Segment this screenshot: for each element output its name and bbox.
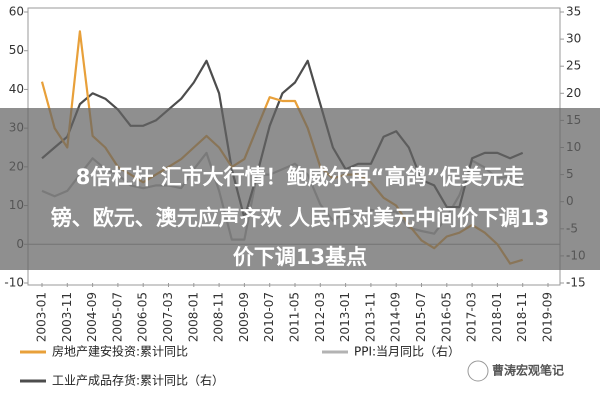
legend-label: 房地产建安投资:累计同比	[52, 344, 188, 359]
y-tick-label: 60	[9, 5, 24, 19]
y2-tick-label: 35	[566, 5, 581, 19]
x-tick-label: 2007-03	[161, 292, 175, 342]
y-tick-label: 50	[9, 43, 24, 57]
x-tick-label: 2014-09	[389, 292, 403, 342]
x-tick-label: 2005-07	[110, 292, 124, 342]
x-tick-label: 2010-07	[262, 292, 276, 342]
x-tick-label: 2003-01	[35, 292, 49, 342]
watermark-icon	[467, 360, 489, 382]
y2-tick-label: -15	[566, 276, 586, 290]
y-tick-label: -10	[4, 276, 24, 290]
x-tick-label: 2016-05	[439, 292, 453, 342]
x-tick-label: 2018-01	[490, 292, 504, 342]
x-tick-label: 2018-11	[515, 292, 529, 342]
x-tick-label: 2008-11	[212, 292, 226, 342]
y2-tick-label: 25	[566, 59, 581, 73]
x-tick-label: 2011-05	[288, 292, 302, 342]
y-tick-label: 40	[9, 82, 24, 96]
x-tick-label: 2017-03	[465, 292, 479, 342]
x-tick-label: 2013-01	[338, 292, 352, 342]
x-tick-label: 2019-09	[541, 292, 555, 342]
y2-tick-label: 20	[566, 86, 581, 100]
x-tick-label: 2013-11	[363, 292, 377, 342]
x-tick-label: 2006-05	[136, 292, 150, 342]
overlay-text: 8倍杠杆 汇市大行情！鲍威尔再“高鸽”促美元走	[76, 165, 525, 189]
x-tick-label: 2015-07	[414, 292, 428, 342]
y2-tick-label: 30	[566, 32, 581, 46]
x-tick-label: 2008-01	[186, 292, 200, 342]
legend-label: 工业产成品存货:累计同比（右）	[52, 373, 224, 388]
x-tick-label: 2003-11	[60, 292, 74, 342]
overlay-banner	[0, 108, 600, 270]
x-tick-label: 2004-09	[85, 292, 99, 342]
x-tick-label: 2012-03	[313, 292, 327, 342]
overlay-text: 价下调13基点	[233, 245, 367, 269]
x-tick-label: 2009-09	[237, 292, 251, 342]
watermark: 曹涛宏观笔记	[492, 363, 564, 378]
legend-label: PPI:当月同比（右）	[354, 344, 460, 359]
overlay-text: 镑、欧元、澳元应声齐欢 人民币对美元中间价下调13	[51, 206, 550, 230]
